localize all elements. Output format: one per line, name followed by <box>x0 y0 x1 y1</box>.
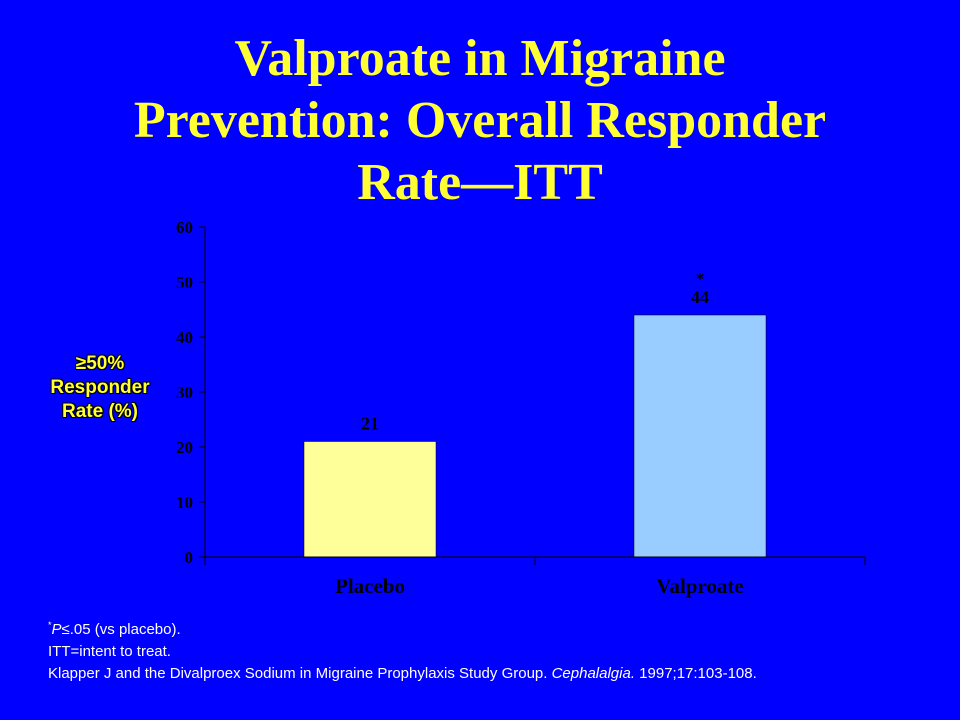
data-label-valproate: 44 <box>691 287 709 307</box>
slide-title: Valproate in Migraine Prevention: Overal… <box>0 28 960 214</box>
significance-note: *P≤.05 (vs placebo). <box>48 614 948 641</box>
bar-placebo <box>303 441 437 558</box>
x-tick-label-placebo: Placebo <box>335 574 405 598</box>
significance-marker-valproate: * <box>696 269 705 289</box>
significance-text: ≤.05 (vs placebo). <box>61 621 181 638</box>
y-tick-label-30: 30 <box>176 383 193 402</box>
p-symbol: P <box>51 621 62 638</box>
significance-asterisk: * <box>48 620 52 630</box>
y-tick-label-20: 20 <box>176 438 193 457</box>
reference-citation: Klapper J and the Divalproex Sodium in M… <box>48 663 948 685</box>
reference-authors: Klapper J and the Divalproex Sodium in M… <box>48 665 552 682</box>
itt-note: ITT=intent to treat. <box>48 643 171 660</box>
y-tick-label-50: 50 <box>176 273 193 292</box>
y-axis-label: ≥50% Responder Rate (%) <box>20 352 180 424</box>
y-axis-label-line-2: Responder <box>50 377 150 398</box>
reference-details: 1997;17:103-108. <box>635 665 757 682</box>
y-tick-label-40: 40 <box>176 328 193 347</box>
title-line-1: Valproate in Migraine <box>234 30 726 87</box>
bar-chart: 0 10 20 30 40 50 60 21 Placebo 44* Valproate <box>176 218 866 598</box>
y-tick-label-10: 10 <box>176 493 193 512</box>
reference-journal: Cephalalgia. <box>551 665 635 682</box>
y-axis-label-line-3: Rate (%) <box>61 401 138 422</box>
x-tick-label-valproate: Valproate <box>656 574 744 598</box>
y-tick-label-60: 60 <box>176 218 193 237</box>
title-line-2: Prevention: Overall Responder <box>133 92 827 149</box>
data-label-placebo: 21 <box>361 414 379 434</box>
title-line-3: Rate—ITT <box>357 154 603 211</box>
footnotes: *P≤.05 (vs placebo). ITT=intent to treat… <box>48 614 948 685</box>
y-tick-label-0: 0 <box>185 548 194 567</box>
bar-valproate <box>633 314 767 558</box>
y-axis-label-line-1: ≥50% <box>75 353 125 374</box>
